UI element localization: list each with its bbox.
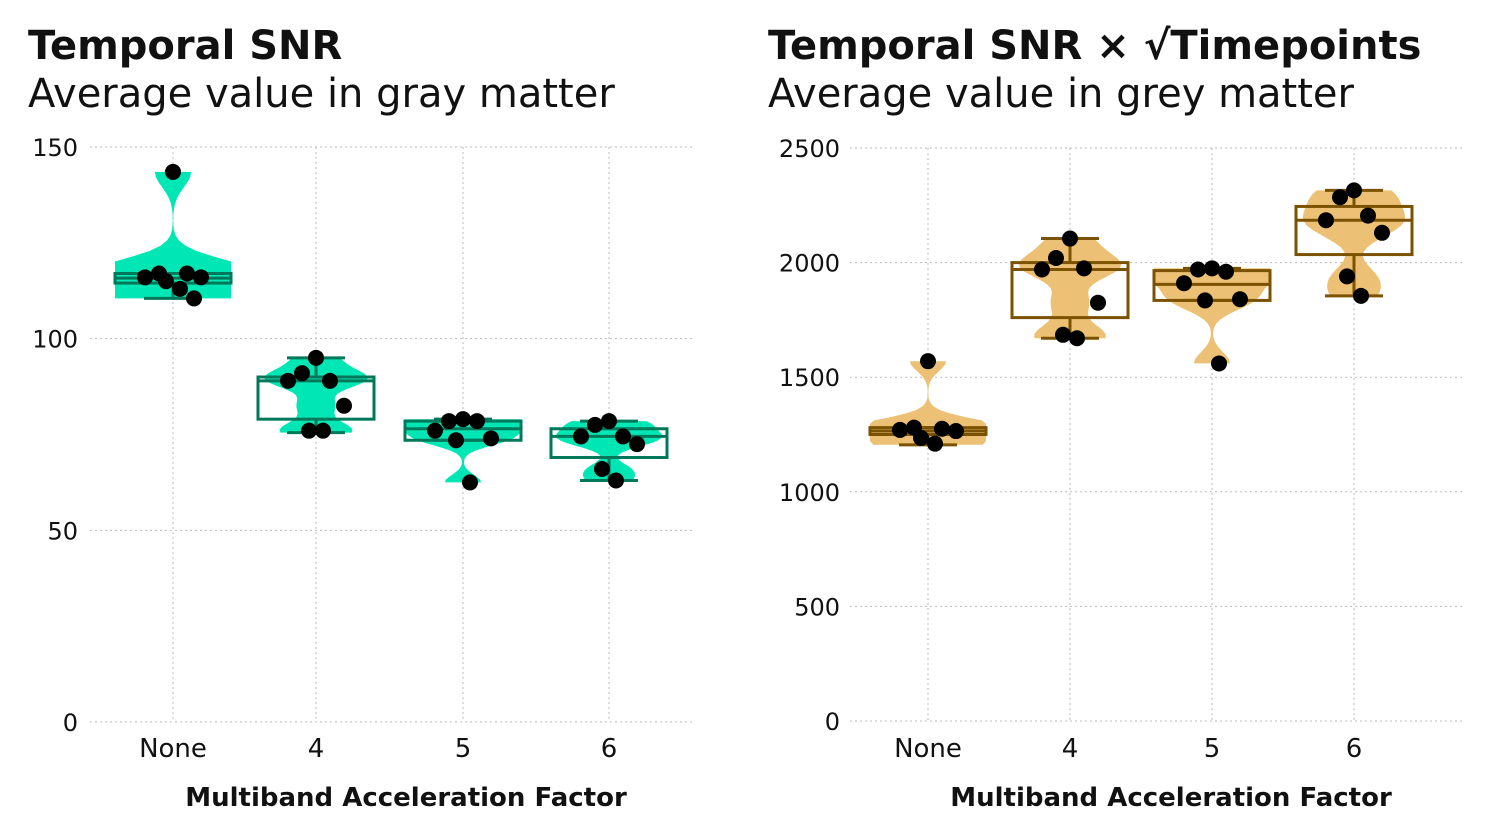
data-point — [172, 280, 188, 297]
x-tick-label: 5 — [1204, 734, 1221, 764]
x-tick-label: 6 — [1346, 734, 1363, 764]
violin-shape — [115, 171, 231, 299]
data-point — [1204, 260, 1220, 277]
box-iqr — [1294, 204, 1414, 257]
data-point — [1218, 263, 1234, 280]
data-point — [948, 423, 964, 440]
data-point — [1339, 268, 1355, 285]
data-point — [462, 474, 478, 491]
chart-title: Temporal SNR — [28, 23, 343, 69]
y-tick-label: 50 — [47, 517, 78, 545]
data-point — [601, 413, 617, 430]
data-point — [165, 163, 181, 180]
y-tick-label: 1500 — [779, 364, 840, 392]
data-point — [336, 397, 352, 414]
data-point — [1197, 292, 1213, 309]
y-tick-label: 1000 — [779, 479, 840, 507]
data-point — [158, 273, 174, 290]
data-point — [1190, 261, 1206, 278]
data-point — [294, 365, 310, 382]
x-tick-label: 6 — [601, 734, 618, 764]
data-point — [315, 422, 331, 439]
chart-plot-area: 0 500 1000 1500 2000 2500 None 4 5 6 Multiband Acc… — [779, 135, 1462, 813]
y-tick-label: 0 — [825, 708, 840, 736]
data-point — [280, 372, 296, 389]
data-point — [441, 413, 457, 430]
chart-panel-tsnr-timepoints: Temporal SNR × √Timepoints Average value… — [740, 0, 1487, 837]
data-point — [608, 472, 624, 489]
data-point — [1069, 330, 1085, 347]
data-point — [1048, 250, 1064, 267]
data-point — [322, 372, 338, 389]
data-point — [1374, 224, 1390, 241]
data-point — [1062, 230, 1078, 247]
data-point — [179, 265, 195, 282]
data-point — [469, 413, 485, 430]
chart-title: Temporal SNR × √Timepoints — [768, 23, 1422, 69]
data-point — [587, 416, 603, 433]
data-point — [427, 422, 443, 439]
chart-subtitle: Average value in gray matter — [28, 71, 615, 117]
data-point — [455, 411, 471, 428]
x-tick-label: 4 — [308, 734, 325, 764]
data-point — [1232, 291, 1248, 308]
data-point — [301, 422, 317, 439]
y-tick-label: 0 — [63, 709, 78, 737]
data-point — [1360, 207, 1376, 224]
chart-plot-area: 0 50 100 150 None 4 5 6 Multiband Acceleration F… — [32, 134, 692, 813]
y-tick-label: 150 — [32, 134, 78, 162]
chart-subtitle: Average value in grey matter — [768, 71, 1354, 117]
data-point — [186, 290, 202, 307]
data-point — [308, 349, 324, 366]
data-point — [1211, 355, 1227, 372]
y-tick-label: 100 — [32, 326, 78, 354]
x-axis-label: Multiband Acceleration Factor — [950, 783, 1392, 813]
data-point — [1076, 260, 1092, 277]
x-tick-label: 5 — [455, 734, 472, 764]
y-tick-label: 2000 — [779, 250, 840, 278]
data-point — [1090, 294, 1106, 311]
x-tick-label: 4 — [1062, 734, 1079, 764]
y-tick-label: 2500 — [779, 135, 840, 163]
chart-panel-tsnr: Temporal SNR Average value in gray matte… — [0, 0, 740, 837]
x-axis-label: Multiband Acceleration Factor — [185, 783, 627, 813]
data-point — [448, 432, 464, 449]
data-point — [1332, 189, 1348, 206]
data-point — [137, 269, 153, 286]
y-tick-label: 500 — [794, 593, 840, 621]
data-point — [913, 429, 929, 446]
data-point — [483, 430, 499, 447]
data-point — [892, 421, 908, 438]
data-point — [1055, 326, 1071, 343]
data-point — [920, 353, 936, 370]
data-point — [594, 461, 610, 477]
data-point — [934, 420, 950, 437]
data-point — [1176, 275, 1192, 292]
data-point — [1346, 182, 1362, 199]
box-iqr — [1010, 261, 1130, 320]
data-point — [573, 428, 589, 445]
data-point — [615, 428, 631, 445]
data-point — [1318, 212, 1334, 229]
box-iqr — [256, 375, 376, 421]
violin-shape — [1154, 268, 1270, 364]
x-tick-label: None — [894, 734, 962, 764]
data-point — [927, 435, 943, 452]
data-point — [1034, 261, 1050, 278]
data-point — [193, 269, 209, 286]
x-tick-label: None — [139, 734, 207, 764]
data-point — [629, 436, 645, 453]
data-point — [1353, 287, 1369, 304]
